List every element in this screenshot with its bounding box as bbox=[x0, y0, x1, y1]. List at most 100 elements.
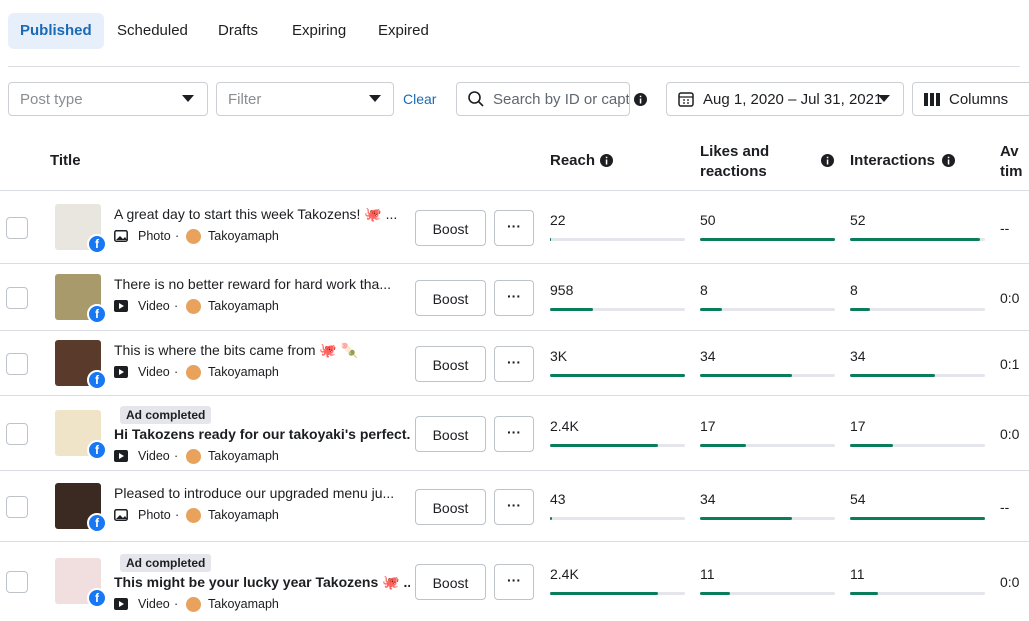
column-header: Likes and reactions bbox=[700, 143, 770, 180]
page-name[interactable]: Takoyamaph bbox=[208, 298, 279, 313]
row-checkbox[interactable] bbox=[6, 495, 28, 518]
facebook-badge: f bbox=[87, 303, 107, 324]
metric-value: 22 bbox=[550, 211, 566, 228]
metric-bar bbox=[850, 237, 980, 241]
facebook-badge: f bbox=[87, 369, 107, 390]
tab[interactable]: Published bbox=[8, 13, 104, 49]
metric-bar bbox=[700, 591, 730, 595]
more-button[interactable]: ··· bbox=[494, 209, 534, 246]
metric-bar-track bbox=[550, 516, 685, 520]
columns-icon bbox=[924, 93, 940, 106]
tab[interactable]: Expiring bbox=[292, 22, 347, 39]
metric-bar-track bbox=[700, 591, 835, 595]
metric-bar-track bbox=[700, 443, 835, 447]
calendar-icon bbox=[678, 91, 694, 107]
page-name[interactable]: Takoyamaph bbox=[208, 228, 279, 243]
divider bbox=[8, 66, 1020, 67]
more-button[interactable]: ··· bbox=[494, 345, 534, 382]
clear-link[interactable]: Clear bbox=[403, 91, 437, 107]
more-button[interactable]: ··· bbox=[494, 415, 534, 452]
boost-button[interactable]: Boost bbox=[415, 488, 486, 525]
metric-bar-track bbox=[700, 237, 835, 241]
row-checkbox[interactable] bbox=[6, 422, 28, 445]
metric-value: 11 bbox=[850, 565, 865, 582]
media-type: Video bbox=[138, 298, 170, 313]
facebook-badge: f bbox=[87, 512, 107, 533]
search-input[interactable]: Search by ID or capt bbox=[456, 82, 630, 116]
boost-button[interactable]: Boost bbox=[415, 345, 486, 382]
info-icon bbox=[942, 154, 955, 167]
separator: · bbox=[174, 364, 179, 379]
boost-button[interactable]: Boost bbox=[415, 279, 486, 316]
metric-value: 43 bbox=[550, 490, 566, 507]
media-type: Video bbox=[138, 596, 170, 611]
metric-bar bbox=[700, 443, 746, 447]
page-name[interactable]: Takoyamaph bbox=[208, 364, 279, 379]
metric-bar-track bbox=[850, 443, 985, 447]
post-title[interactable]: Pleased to introduce our upgraded menu j… bbox=[114, 484, 395, 501]
metric-value: 958 bbox=[550, 281, 574, 298]
media-type: Photo bbox=[138, 507, 171, 522]
metric-bar-track bbox=[550, 373, 685, 377]
tab[interactable]: Drafts bbox=[218, 22, 259, 39]
avg-time: 0:0 bbox=[1000, 573, 1020, 590]
filter-dropdown[interactable]: Filter bbox=[216, 82, 394, 116]
page-name[interactable]: Takoyamaph bbox=[208, 507, 279, 522]
metric-bar bbox=[550, 516, 552, 520]
metric-bar-track bbox=[550, 591, 685, 595]
post-title[interactable]: This is where the bits came from 🐙 🍡 bbox=[114, 341, 359, 358]
metric-value: 52 bbox=[850, 211, 866, 228]
metric-bar-track bbox=[850, 373, 985, 377]
more-button[interactable]: ··· bbox=[494, 563, 534, 600]
metric-bar bbox=[850, 516, 985, 520]
page-avatar bbox=[186, 448, 201, 464]
metric-value: 2.4K bbox=[550, 417, 579, 434]
dropdown-arrow bbox=[182, 95, 194, 103]
metric-bar-track bbox=[850, 237, 985, 241]
post-thumbnail: f bbox=[55, 557, 107, 608]
separator: · bbox=[175, 507, 180, 522]
page-avatar bbox=[186, 596, 201, 612]
metric-bar-track bbox=[700, 307, 835, 311]
post-type-dropdown[interactable]: Post type bbox=[8, 82, 208, 116]
post-row: f Ad completed Hi Takozens ready for our t… bbox=[0, 395, 1029, 471]
more-button[interactable]: ··· bbox=[494, 279, 534, 316]
row-checkbox[interactable] bbox=[6, 286, 28, 309]
media-type: Photo bbox=[138, 228, 171, 243]
separator: · bbox=[175, 228, 180, 243]
metric-bar-track bbox=[550, 443, 685, 447]
row-checkbox[interactable] bbox=[6, 352, 28, 375]
media-type: Video bbox=[138, 448, 170, 463]
post-title[interactable]: There is no better reward for hard work … bbox=[114, 275, 392, 292]
page-name[interactable]: Takoyamaph bbox=[208, 596, 279, 611]
post-title[interactable]: This might be your lucky year Takozens 🐙… bbox=[114, 573, 410, 590]
row-checkbox[interactable] bbox=[6, 216, 28, 239]
tab[interactable]: Expired bbox=[378, 22, 429, 39]
post-row: f Pleased to introduce our upgraded menu … bbox=[0, 470, 1029, 542]
post-title[interactable]: A great day to start this week Takozens!… bbox=[114, 205, 398, 222]
columns-button[interactable]: Columns bbox=[912, 82, 1029, 116]
boost-button[interactable]: Boost bbox=[415, 563, 486, 600]
page-name[interactable]: Takoyamaph bbox=[208, 448, 279, 463]
date-range-picker[interactable]: Aug 1, 2020 – Jul 31, 2021 bbox=[666, 82, 904, 116]
row-checkbox[interactable] bbox=[6, 570, 28, 593]
boost-button[interactable]: Boost bbox=[415, 209, 486, 246]
facebook-badge: f bbox=[87, 233, 107, 254]
metric-bar bbox=[700, 237, 835, 241]
page-avatar bbox=[186, 298, 201, 314]
facebook-badge: f bbox=[87, 587, 107, 608]
metric-bar-track bbox=[850, 307, 985, 311]
metric-bar bbox=[550, 237, 551, 241]
metric-bar bbox=[550, 307, 594, 311]
metric-value: 11 bbox=[700, 565, 715, 582]
boost-button[interactable]: Boost bbox=[415, 415, 486, 452]
metric-bar bbox=[850, 373, 935, 377]
post-title[interactable]: Hi Takozens ready for our takoyaki's per… bbox=[114, 425, 410, 442]
post-row: f There is no better reward for hard work… bbox=[0, 263, 1029, 331]
more-button[interactable]: ··· bbox=[494, 488, 534, 525]
metric-value: 17 bbox=[850, 417, 866, 434]
metric-value: 3K bbox=[550, 347, 568, 364]
tab[interactable]: Scheduled bbox=[117, 22, 188, 39]
media-icon bbox=[114, 229, 128, 242]
